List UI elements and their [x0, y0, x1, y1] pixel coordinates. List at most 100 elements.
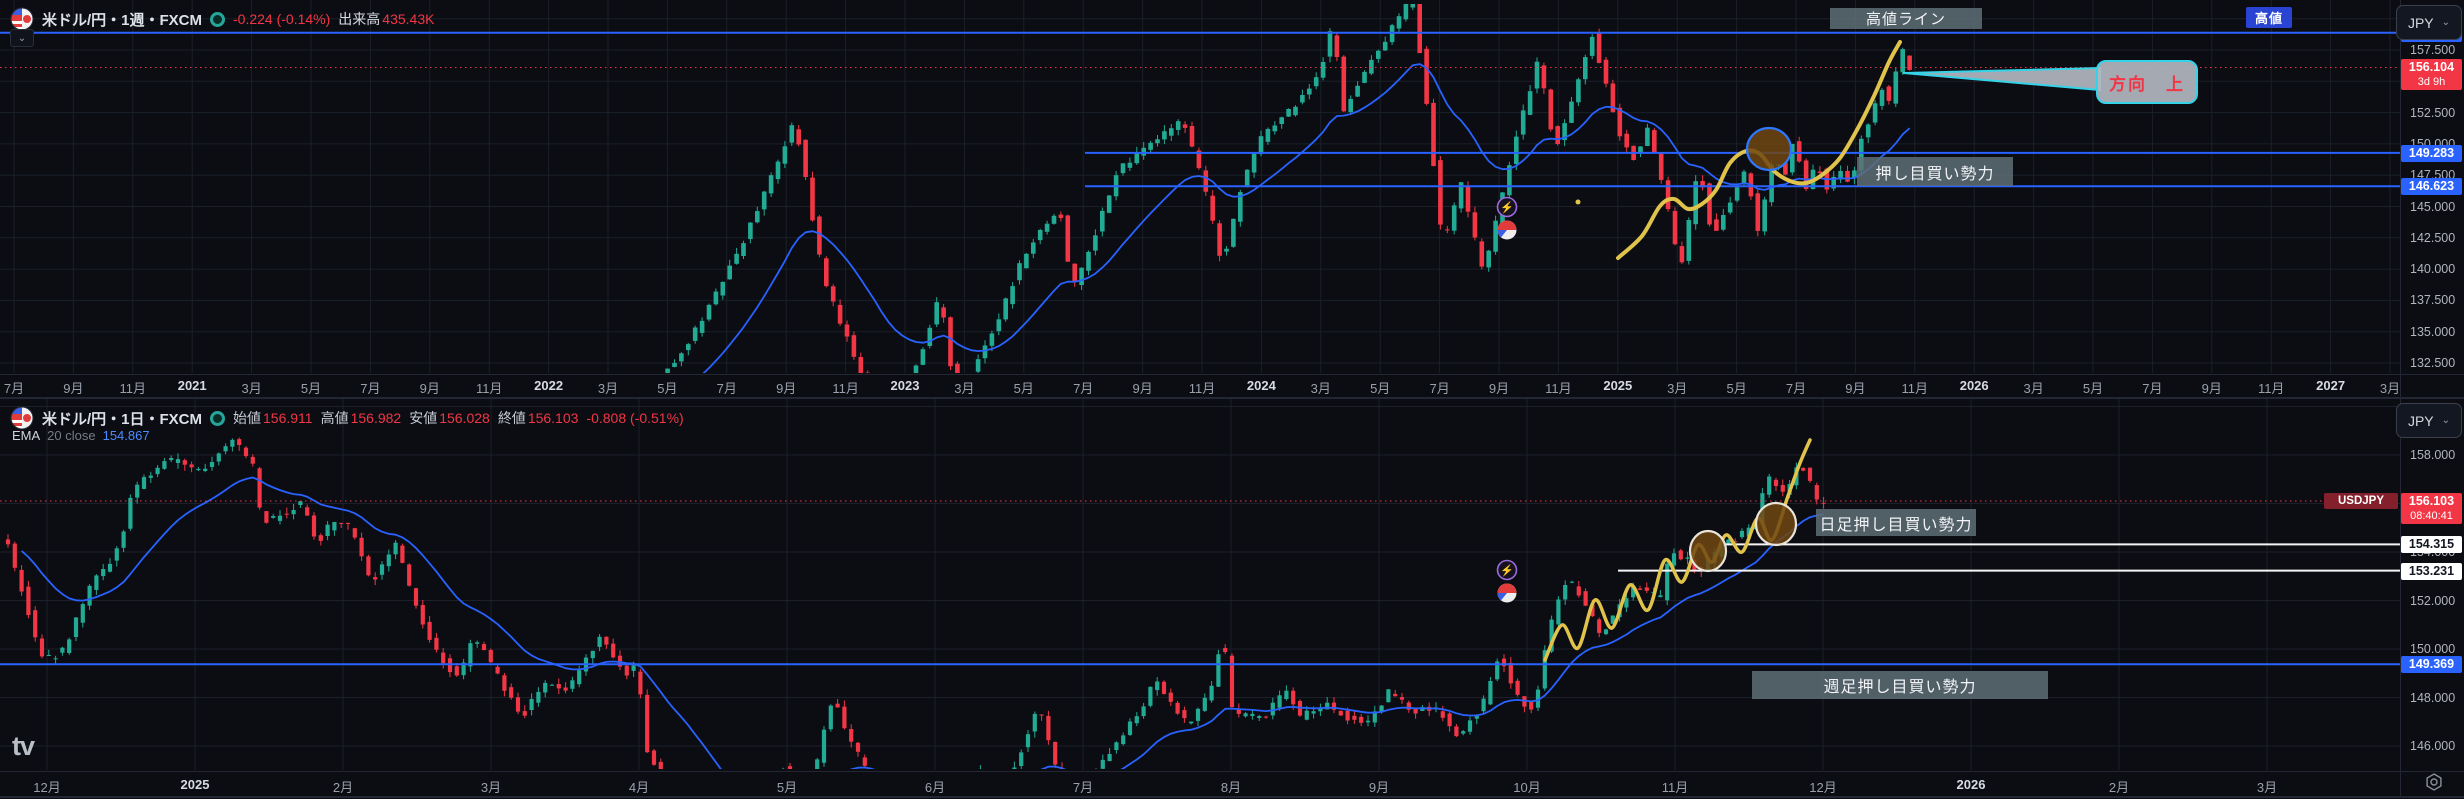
- pullback-circle-drawing[interactable]: [1754, 501, 1798, 547]
- time-axis-label[interactable]: 9月: [1132, 381, 1153, 396]
- time-axis-label[interactable]: 3月: [241, 381, 262, 396]
- time-axis-label[interactable]: 3月: [597, 381, 619, 396]
- time-axis-label[interactable]: 7月: [360, 381, 381, 396]
- time-axis-label[interactable]: 11月: [1661, 780, 1689, 795]
- time-axis-label[interactable]: 7月: [2142, 381, 2163, 396]
- price-axis-tick[interactable]: 140.000: [2410, 262, 2456, 277]
- price-axis-tick[interactable]: 132.500: [2410, 356, 2456, 370]
- time-axis-label[interactable]: 3月: [2023, 381, 2044, 396]
- time-axis-label[interactable]: 12月: [33, 780, 61, 795]
- event-brand-icon[interactable]: [1497, 220, 1517, 240]
- time-axis-label[interactable]: 9月: [776, 381, 797, 396]
- time-axis-label[interactable]: 3月: [2379, 381, 2401, 396]
- time-axis-label[interactable]: 2021: [177, 378, 207, 393]
- price-axis-tick[interactable]: 152.000: [2410, 593, 2456, 608]
- time-axis-label[interactable]: 12月: [1809, 780, 1837, 795]
- time-axis-label[interactable]: 11月: [1901, 381, 1929, 396]
- currency-selector-daily[interactable]: JPY ⌄: [2396, 403, 2462, 438]
- currency-selector-weekly[interactable]: JPY ⌄: [2396, 5, 2462, 40]
- time-axis-label[interactable]: 2024: [1246, 378, 1276, 393]
- ema-indicator-legend[interactable]: EMA 20 close 154.867: [12, 428, 150, 443]
- time-axis-label[interactable]: 9月: [1488, 381, 1510, 396]
- time-axis-label[interactable]: 2月: [2108, 780, 2130, 795]
- time-axis-label[interactable]: 11月: [2257, 381, 2285, 396]
- time-axis-label[interactable]: 9月: [419, 381, 440, 396]
- time-axis-label[interactable]: 3月: [1667, 381, 1688, 396]
- time-axis-label[interactable]: 2022: [534, 378, 564, 393]
- time-axis-label[interactable]: 3月: [1310, 381, 1331, 396]
- time-axis-label[interactable]: 3月: [2256, 780, 2278, 795]
- time-axis-label[interactable]: 10月: [1513, 780, 1541, 795]
- time-axis-label[interactable]: 2026: [1959, 378, 1989, 393]
- time-axis-label[interactable]: 7月: [716, 381, 737, 396]
- direction-up-callout[interactable]: 方向 上: [2096, 60, 2198, 104]
- time-axis-label[interactable]: 5月: [300, 381, 322, 396]
- time-axis-label[interactable]: 9月: [1845, 381, 1866, 396]
- high-line-label[interactable]: 高値ライン: [1830, 8, 1982, 29]
- time-axis-label[interactable]: 11月: [1188, 381, 1216, 396]
- time-axis-label[interactable]: 8月: [1220, 780, 1242, 795]
- price-axis-tick[interactable]: 142.500: [2410, 230, 2456, 245]
- price-axis-divider[interactable]: [2400, 0, 2401, 797]
- time-axis-label[interactable]: 11月: [1545, 381, 1572, 396]
- weekly-title[interactable]: 米ドル/円・1週・FXCM: [42, 11, 203, 29]
- time-axis-label[interactable]: 7月: [1072, 780, 1094, 795]
- time-axis-label[interactable]: 7月: [1429, 381, 1450, 396]
- price-axis-tick[interactable]: 146.000: [2410, 739, 2456, 753]
- time-axis-label[interactable]: 5月: [2082, 381, 2104, 396]
- time-axis-label[interactable]: 9月: [63, 381, 84, 396]
- event-brand-icon[interactable]: [1497, 583, 1517, 603]
- time-axis-label[interactable]: 11月: [119, 381, 147, 396]
- candles-1週[interactable]: [638, 0, 1912, 425]
- time-axis-label[interactable]: 11月: [832, 381, 859, 396]
- ma-line[interactable]: [20, 476, 1824, 799]
- price-axis-tick[interactable]: 148.000: [2410, 690, 2456, 705]
- time-axis-label[interactable]: 2025: [180, 777, 210, 792]
- time-axis-label[interactable]: 9月: [1368, 780, 1390, 795]
- event-lightning-icon[interactable]: ⚡: [1496, 196, 1518, 218]
- time-axis-label[interactable]: 5月: [657, 381, 678, 396]
- pane-1週[interactable]: ⚡: [0, 0, 2400, 425]
- price-axis-tick[interactable]: 157.500: [2410, 43, 2456, 57]
- price-axis-tick[interactable]: 150.000: [2410, 642, 2456, 656]
- weekly-pullback-on-daily-label[interactable]: 週足押し目買い勢力: [1752, 671, 2048, 699]
- legend-collapse-button[interactable]: ⌄: [10, 29, 34, 47]
- time-axis-label[interactable]: 2月: [332, 780, 354, 795]
- time-axis-label[interactable]: 2023: [890, 378, 920, 393]
- time-axis-label[interactable]: 7月: [3, 381, 25, 396]
- pullback-circle-drawing[interactable]: [1688, 529, 1728, 573]
- pane-divider[interactable]: [0, 397, 2464, 399]
- time-axis-label[interactable]: 2027: [2316, 378, 2346, 393]
- time-axis-label[interactable]: 9月: [2201, 381, 2222, 396]
- time-axis-label[interactable]: 11月: [475, 381, 503, 396]
- time-axis-label[interactable]: 2025: [1603, 378, 1633, 393]
- price-axis-tick[interactable]: 145.000: [2410, 199, 2456, 214]
- daily-pullback-zone-label[interactable]: 日足押し目買い勢力: [1816, 509, 1976, 536]
- high-badge[interactable]: 高値: [2246, 7, 2292, 28]
- price-axis-tick[interactable]: 152.500: [2410, 105, 2456, 120]
- ma-line[interactable]: [654, 63, 1911, 402]
- price-axis-tick[interactable]: 135.000: [2410, 324, 2456, 339]
- time-axis-label[interactable]: 3月: [954, 381, 975, 396]
- price-axis-tick[interactable]: 137.500: [2410, 293, 2456, 308]
- daily-title[interactable]: 米ドル/円・1日・FXCM: [42, 410, 203, 428]
- price-axis-tick[interactable]: 158.000: [2410, 448, 2456, 462]
- time-axis-label[interactable]: 5月: [776, 780, 798, 795]
- time-axis-label[interactable]: 5月: [1013, 381, 1034, 396]
- event-lightning-icon[interactable]: ⚡: [1496, 559, 1518, 581]
- pane-1日[interactable]: ⚡: [0, 399, 2400, 799]
- time-axis-label[interactable]: 6月: [924, 780, 946, 795]
- time-axis-label[interactable]: 7月: [1073, 381, 1094, 396]
- scale-settings-icon[interactable]: [2424, 772, 2444, 797]
- trend-brush-drawing[interactable]: [1543, 438, 1812, 662]
- time-axis-label[interactable]: 5月: [1726, 381, 1747, 396]
- time-axis-label[interactable]: 5月: [1370, 381, 1391, 396]
- weekly-pullback-zone-label[interactable]: 押し目買い勢力: [1857, 157, 2013, 186]
- time-axis-label[interactable]: 3月: [480, 780, 502, 795]
- pullback-circle-drawing[interactable]: [1745, 126, 1793, 172]
- candles-1日[interactable]: [5, 437, 1826, 799]
- time-axis-label[interactable]: 2026: [1956, 777, 1986, 792]
- time-axis-label[interactable]: 4月: [628, 780, 650, 795]
- time-axis-label[interactable]: 7月: [1785, 381, 1807, 396]
